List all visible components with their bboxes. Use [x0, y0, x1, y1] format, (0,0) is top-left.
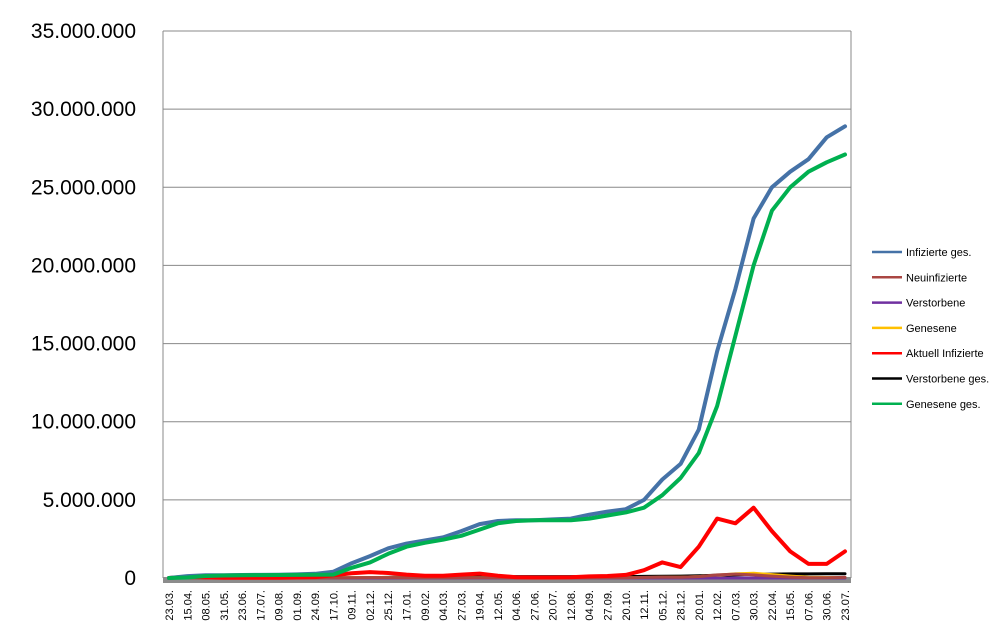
x-tick-label: 09.11.	[347, 590, 359, 620]
x-tick-label: 25.12.	[383, 590, 395, 621]
legend-label: Neuinfizierte	[906, 272, 967, 284]
legend-label: Infizierte ges.	[906, 247, 971, 259]
x-tick-label: 23.07.	[840, 590, 852, 621]
x-tick-label: 20.10.	[621, 590, 633, 621]
x-tick-label: 30.03.	[749, 590, 761, 621]
legend-label: Aktuell Infizierte	[906, 348, 984, 360]
legend-label: Verstorbene ges.	[906, 374, 989, 386]
y-tick-label: 30.000.000	[31, 98, 136, 121]
x-tick-label: 27.06.	[529, 590, 541, 621]
y-tick-label: 15.000.000	[31, 333, 136, 356]
x-tick-label: 02.12.	[365, 590, 377, 621]
x-tick-label: 17.07.	[255, 590, 267, 621]
x-tick-label: 27.09.	[602, 590, 614, 621]
x-tick-label: 27.03.	[456, 590, 468, 621]
y-tick-label: 20.000.000	[31, 254, 136, 277]
legend: Infizierte ges. Neuinfizierte Verstorbene G…	[872, 247, 989, 411]
x-tick-label: 09.08.	[274, 590, 286, 621]
series-lines	[167, 124, 847, 580]
x-tick-label: 22.04.	[767, 590, 779, 621]
x-axis-line	[163, 577, 851, 583]
x-tick-label: 12.11.	[639, 590, 651, 620]
y-axis: 0 5.000.000 10.000.000 15.000.000 20.000.000…	[31, 20, 852, 590]
gridlines	[163, 30, 851, 501]
x-tick-label: 08.05.	[201, 590, 213, 621]
y-tick-label: 25.000.000	[31, 176, 136, 199]
y-tick-label: 35.000.000	[31, 20, 136, 43]
x-tick-label: 12.05.	[493, 590, 505, 621]
x-tick-label: 04.03.	[438, 590, 450, 621]
x-tick-label: 19.04.	[475, 590, 487, 621]
x-tick-label: 09.02.	[420, 590, 432, 621]
x-tick-label: 28.12.	[676, 590, 688, 621]
x-tick-label: 24.09.	[310, 590, 322, 621]
x-tick-label: 31.05.	[219, 590, 231, 621]
legend-label: Genesene	[906, 323, 957, 335]
x-tick-label: 12.02.	[712, 590, 724, 621]
x-tick-label: 04.09.	[584, 590, 596, 621]
series-line-genesene-ges-	[167, 152, 847, 580]
x-tick-label: 12.08.	[566, 590, 578, 621]
y-tick-label: 5.000.000	[43, 489, 136, 512]
x-tick-label: 17.10.	[328, 590, 340, 621]
x-tick-label: 17.01.	[402, 590, 414, 621]
x-tick-label: 20.07.	[548, 590, 560, 621]
x-tick-label: 05.12.	[657, 590, 669, 621]
series-line-infizierte-ges-	[167, 124, 847, 580]
x-axis: 23.03. 15.04. 08.05. 31.05. 23.06. 17.07. 09.0…	[163, 577, 852, 621]
x-tick-label: 04.06.	[511, 590, 523, 621]
legend-label: Verstorbene	[906, 298, 965, 310]
y-tick-label: 0	[124, 567, 136, 590]
x-tick-label: 23.06.	[237, 590, 249, 621]
legend-label: Genesene ges.	[906, 399, 981, 411]
x-tick-label: 20.01.	[694, 590, 706, 621]
x-tick-label: 01.09.	[292, 590, 304, 621]
x-tick-label: 07.06.	[803, 590, 815, 621]
x-tick-label: 30.06.	[822, 590, 834, 621]
x-tick-label: 07.03.	[730, 590, 742, 621]
x-tick-label: 23.03.	[164, 590, 176, 621]
series-line-aktuell-infizierte	[167, 505, 847, 580]
x-tick-label: 15.05.	[785, 590, 797, 621]
x-tick-label: 15.04.	[182, 590, 194, 621]
y-tick-label: 10.000.000	[31, 411, 136, 434]
